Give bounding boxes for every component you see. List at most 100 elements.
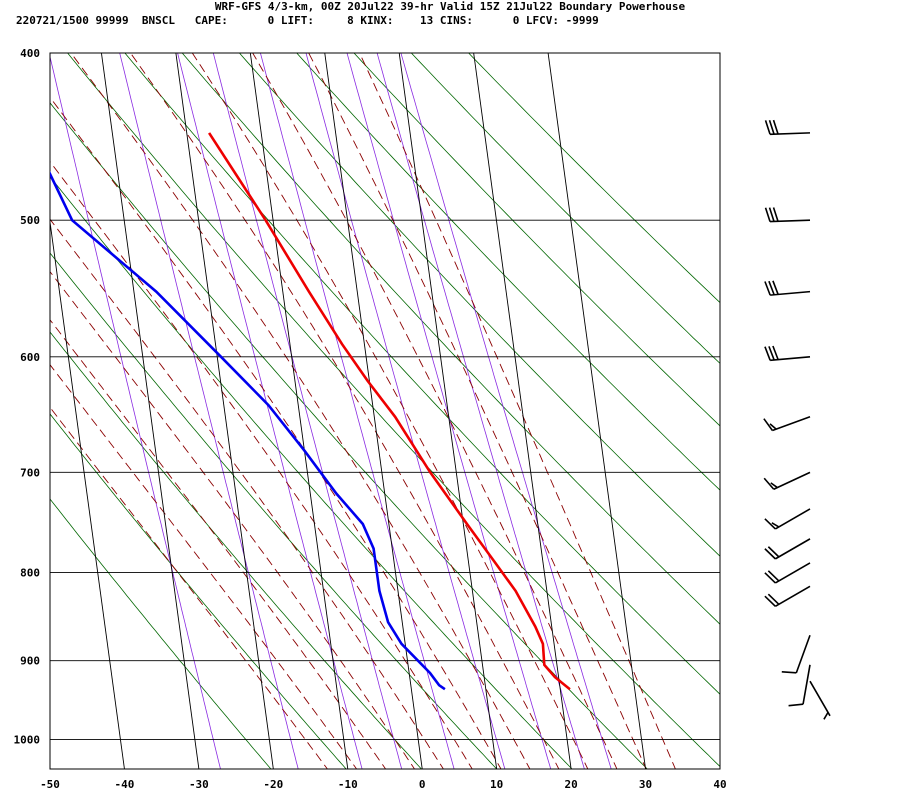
barb-feather: [764, 548, 776, 560]
barb-feather: [768, 207, 775, 222]
wind-barb: [763, 416, 811, 432]
wind-barb: [764, 207, 811, 223]
x-tick-label: -50: [40, 778, 60, 791]
barb-feather: [772, 280, 779, 295]
temperature-profile: [208, 132, 571, 691]
barb-feather: [764, 572, 776, 584]
y-axis-labels: 400 500 600 700 800 900 1000: [14, 47, 41, 747]
barb-feather: [769, 423, 777, 430]
dry-adiabat: [353, 53, 720, 427]
barb-feather: [767, 546, 780, 558]
barb-staff: [774, 508, 811, 530]
mixing-ratio-line: [376, 53, 585, 769]
x-tick-label: 20: [564, 778, 577, 791]
barb-feather: [772, 119, 779, 135]
barb-staff: [770, 290, 811, 296]
wind-barbs: [763, 119, 831, 720]
barb-staff: [769, 132, 811, 136]
barb-feather: [823, 711, 829, 720]
dry-adiabat: [124, 53, 720, 695]
plot-frame: [49, 52, 721, 770]
dry-adiabat: [468, 53, 720, 304]
barb-feather: [767, 570, 780, 582]
wind-barb: [781, 634, 811, 674]
barb-staff: [769, 219, 811, 223]
moist-adiabat: [191, 53, 589, 769]
barb-feather: [764, 595, 776, 607]
wind-barb: [809, 680, 831, 720]
wind-barb: [764, 119, 811, 136]
barb-feather: [768, 280, 775, 296]
x-tick-label: -10: [338, 778, 358, 791]
barb-feather: [781, 671, 797, 674]
barb-staff: [774, 585, 811, 608]
barb-staff: [774, 562, 811, 584]
moist-adiabat: [50, 406, 328, 769]
moist-adiabat: [129, 53, 560, 769]
dry-adiabat: [181, 53, 720, 625]
x-tick-label: 10: [490, 778, 503, 791]
y-tick-label: 500: [20, 214, 40, 227]
barb-feather: [767, 593, 780, 605]
barb-staff: [774, 538, 811, 560]
wind-barb: [764, 280, 811, 296]
background-lines: [50, 53, 720, 769]
isotherm: [398, 53, 498, 769]
barb-feather: [764, 281, 771, 296]
chart-title: WRF-GFS 4/3-km, 00Z 20Jul22 39-hr Valid …: [214, 0, 686, 13]
moist-adiabat: [359, 53, 676, 769]
mixing-ratio-line: [50, 55, 221, 769]
isotherm: [547, 53, 647, 769]
isotherm: [249, 53, 349, 769]
y-tick-label: 600: [20, 351, 40, 364]
profiles: [50, 132, 571, 691]
wind-barb: [764, 345, 811, 362]
barb-feather: [772, 345, 779, 360]
x-tick-label: -40: [115, 778, 135, 791]
barb-feather: [772, 207, 779, 222]
moist-adiabat: [50, 96, 502, 769]
barb-feather: [764, 518, 776, 530]
dry-adiabat: [67, 53, 720, 768]
dry-adiabat: [50, 252, 498, 769]
dewpoint-profile: [50, 170, 446, 691]
barb-feather: [768, 346, 775, 361]
moist-adiabat: [50, 160, 473, 769]
mixing-ratio-line: [212, 53, 403, 769]
moist-adiabat: [50, 270, 416, 769]
isotherm: [50, 218, 125, 769]
moist-adiabat: [308, 53, 647, 769]
barb-staff: [802, 664, 811, 705]
wind-barb: [764, 585, 811, 608]
wind-barb: [764, 538, 811, 560]
x-tick-label: -20: [263, 778, 283, 791]
isotherm: [473, 53, 572, 769]
isotherm: [175, 53, 274, 769]
wind-barb: [764, 562, 811, 584]
wind-barb: [764, 508, 811, 530]
dry-adiabat: [410, 53, 720, 364]
moist-adiabat: [70, 53, 531, 769]
barb-feather: [771, 522, 780, 528]
x-tick-label: 0: [419, 778, 426, 791]
isotherm: [100, 53, 200, 769]
x-tick-label: 40: [713, 778, 726, 791]
moist-adiabat: [50, 363, 358, 769]
dry-adiabat: [296, 53, 720, 491]
wind-barb: [763, 471, 811, 490]
barb-feather: [763, 418, 774, 431]
y-tick-label: 1000: [14, 734, 41, 747]
dry-adiabat: [50, 175, 573, 769]
barb-staff: [809, 680, 831, 717]
x-tick-label: 30: [639, 778, 652, 791]
mixing-ratio-line: [305, 53, 506, 769]
wind-barb: [788, 664, 811, 707]
barb-feather: [768, 120, 775, 135]
barb-staff: [772, 416, 811, 432]
moist-adiabat: [50, 218, 444, 769]
barb-feather: [763, 477, 775, 490]
y-tick-label: 400: [20, 47, 40, 60]
mixing-ratio-line: [177, 53, 363, 769]
sounding-indices: 220721/1500 99999 BNSCL CAPE: 0 LIFT: 8 …: [16, 14, 599, 27]
